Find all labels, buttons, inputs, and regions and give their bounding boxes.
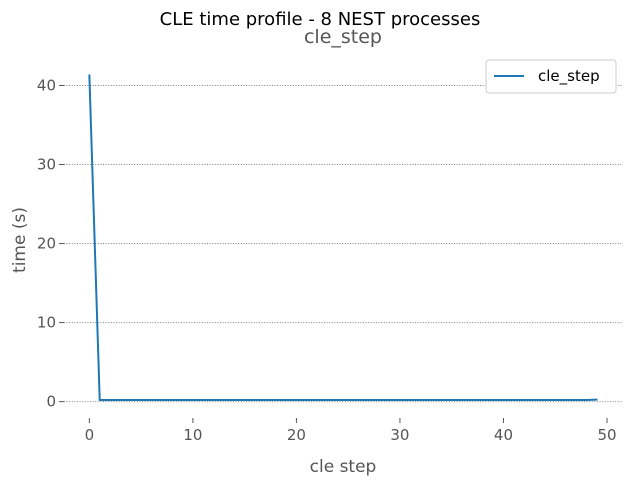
- gridlines: [64, 84, 622, 403]
- y-axis-label: time (s): [10, 207, 30, 273]
- series-lines: [88, 74, 598, 402]
- x-tick-label-0: 0: [85, 426, 95, 444]
- y-tick-label-30: 30: [37, 156, 56, 174]
- x-tick-label-20: 20: [287, 426, 306, 444]
- legend-frame: [485, 59, 617, 94]
- chart-title: cle_step: [304, 26, 382, 48]
- x-axis-label: cle step: [310, 457, 377, 477]
- y-axis-ticks: 0 10 20 30 40: [37, 76, 64, 411]
- x-tick-label-40: 40: [494, 426, 513, 444]
- legend: cle_step: [485, 59, 617, 94]
- x-tick-label-30: 30: [390, 426, 409, 444]
- y-tick-label-40: 40: [37, 76, 56, 94]
- y-tick-label-10: 10: [37, 314, 56, 332]
- legend-label-cle-step: cle_step: [538, 67, 600, 86]
- x-tick-label-10: 10: [183, 426, 202, 444]
- x-axis-ticks: 0 10 20 30 40 50: [85, 418, 617, 444]
- figure-suptitle: CLE time profile - 8 NEST processes: [160, 9, 481, 30]
- series-line-cle-step: [88, 74, 598, 402]
- y-tick-label-0: 0: [46, 393, 56, 411]
- x-tick-label-50: 50: [597, 426, 616, 444]
- y-tick-label-20: 20: [37, 235, 56, 253]
